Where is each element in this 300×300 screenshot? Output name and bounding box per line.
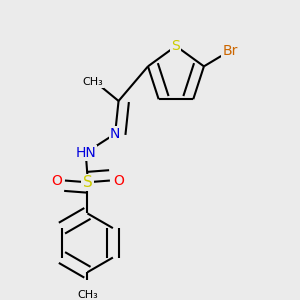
Text: O: O xyxy=(51,173,62,188)
Text: S: S xyxy=(82,175,92,190)
Text: Br: Br xyxy=(222,44,238,58)
Text: N: N xyxy=(110,127,120,141)
Text: O: O xyxy=(113,173,124,188)
Text: CH₃: CH₃ xyxy=(77,290,98,300)
Text: HN: HN xyxy=(75,146,96,160)
Text: CH₃: CH₃ xyxy=(82,77,103,87)
Text: S: S xyxy=(172,39,180,53)
